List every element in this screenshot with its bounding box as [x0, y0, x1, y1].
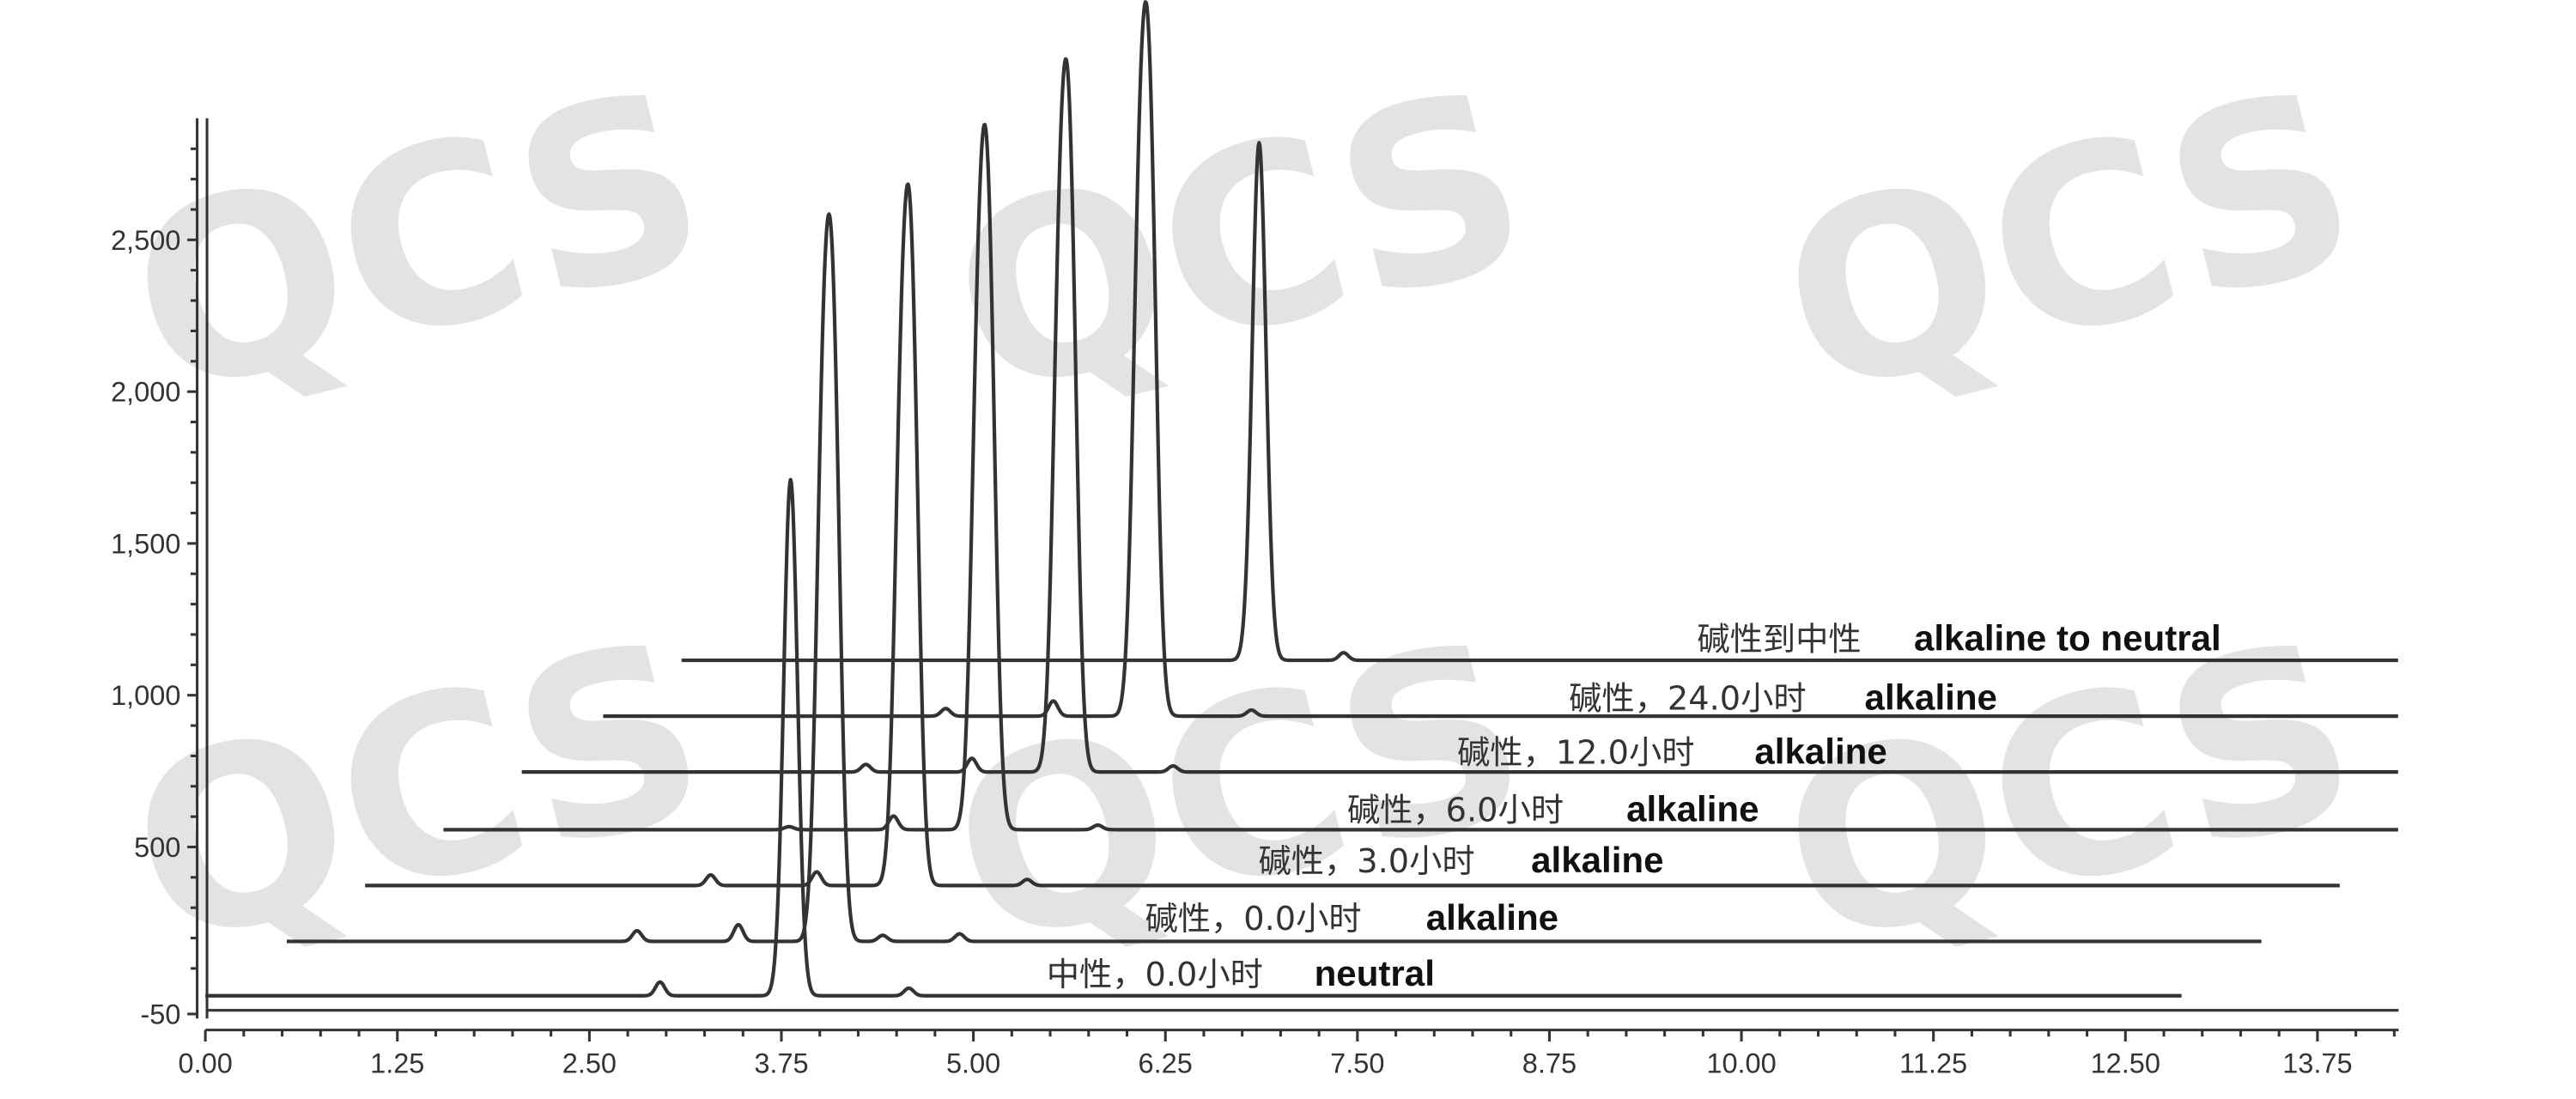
trace-label-en: alkaline [1754, 732, 1886, 772]
y-tick-label: 1,500 [111, 528, 180, 559]
trace-label-cn: 碱性，12.0小时 [1457, 734, 1694, 773]
trace-label-en: alkaline [1865, 677, 1997, 718]
trace-line-2 [363, 182, 2342, 888]
trace-label-en: alkaline [1626, 789, 1759, 829]
trace-label-en: alkaline to neutral [1914, 618, 2221, 659]
trace-line-1 [285, 212, 2263, 944]
watermark-text: QCS [1757, 35, 2382, 452]
x-tick-label: 0.00 [179, 1047, 233, 1078]
trace-label-en: alkaline [1531, 840, 1663, 880]
trace-line-6 [680, 141, 2400, 663]
trace-label-cn: 碱性，0.0小时 [1145, 900, 1362, 938]
watermark-text: QCS [927, 35, 1552, 452]
trace-label-en: neutral [1315, 953, 1435, 993]
x-tick-label: 5.00 [946, 1047, 1000, 1078]
trace-line-5 [602, 0, 2400, 719]
y-tick-label: 2,500 [111, 225, 180, 256]
trace-label-cn: 碱性到中性 [1697, 621, 1861, 659]
trace-label-cn: 碱性，3.0小时 [1259, 842, 1475, 881]
y-tick-label: -50 [140, 999, 180, 1029]
x-tick-label: 12.50 [2091, 1047, 2160, 1078]
trace-label-cn: 碱性，6.0小时 [1347, 792, 1564, 830]
x-tick-label: 10.00 [1706, 1047, 1776, 1078]
trace-line-4 [520, 57, 2400, 774]
x-tick-label: 3.75 [754, 1047, 808, 1078]
x-tick-label: 11.25 [1899, 1047, 1967, 1078]
trace-line-3 [442, 123, 2400, 832]
x-tick-label: 8.75 [1522, 1047, 1577, 1078]
trace-line-0 [204, 477, 2183, 998]
trace-label-en: alkaline [1426, 897, 1558, 938]
trace-label-cn: 碱性，24.0小时 [1569, 680, 1806, 719]
trace-label-cn: 中性，0.0小时 [1047, 956, 1263, 994]
axes: -50 500 1,000 1,500 2,000 2,500 0.00 1.25 2.50 3.… [111, 118, 2399, 1078]
traces [204, 0, 2400, 998]
x-tick-label: 1.25 [370, 1047, 424, 1078]
y-tick-label: 500 [134, 832, 180, 863]
x-tick-label: 13.75 [2282, 1047, 2352, 1078]
trace-labels: 中性，0.0小时 neutral 碱性，0.0小时 alkaline 碱性，3.0小时 a… [1047, 618, 2221, 994]
x-tick-label: 6.25 [1139, 1047, 1193, 1078]
y-tick-label: 2,000 [111, 377, 180, 408]
x-tick-label: 2.50 [562, 1047, 617, 1078]
watermark-text: QCS [106, 35, 731, 452]
x-tick-label: 7.50 [1330, 1047, 1384, 1078]
y-tick-label: 1,000 [111, 680, 180, 711]
